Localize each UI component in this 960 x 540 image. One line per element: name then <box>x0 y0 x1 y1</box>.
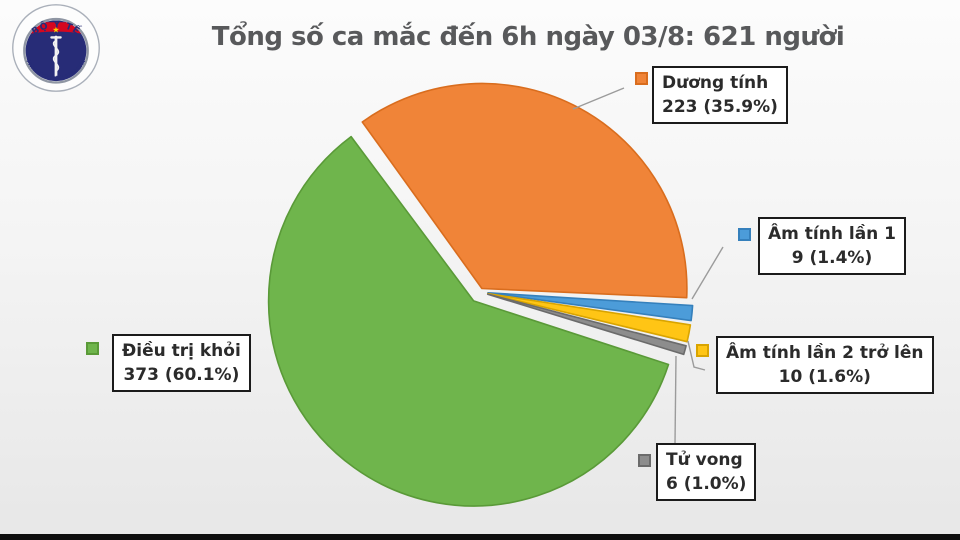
callout-value: 10 (1.6%) <box>778 367 871 388</box>
chart-title: Tổng số ca mắc đến 6h ngày 03/8: 621 ngư… <box>211 22 845 52</box>
callout-value: 6 (1.0%) <box>666 474 747 495</box>
callout-label: Dương tính <box>662 73 769 93</box>
logo-star-icon: ★ <box>52 24 59 34</box>
callout-value: 223 (35.9%) <box>662 97 778 118</box>
callout-duong-tinh: Dương tính 223 (35.9%) <box>652 66 788 125</box>
legend-marker-am-tinh-1 <box>738 228 751 241</box>
callout-label: Điều trị khỏi <box>122 341 241 361</box>
callout-tu-vong: Tử vong 6 (1.0%) <box>656 443 757 502</box>
pie-slice-1 <box>487 292 694 322</box>
pie-slices <box>267 82 694 507</box>
callout-am-tinh-1: Âm tính lần 1 9 (1.4%) <box>758 217 907 276</box>
pie-slice-3 <box>486 293 687 356</box>
legend-marker-dieu-tri-khoi <box>86 342 99 355</box>
callout-dieu-tri-khoi: Điều trị khỏi 373 (60.1%) <box>112 334 251 393</box>
logo-asclepius-staff-icon <box>50 35 62 77</box>
bottom-black-bar <box>0 534 960 540</box>
callout-value: 373 (60.1%) <box>123 365 240 386</box>
callout-label: Âm tính lần 1 <box>768 224 897 244</box>
leader-line-am-tinh-1 <box>691 246 724 300</box>
callout-label: Âm tính lần 2 trở lên <box>726 343 924 363</box>
svg-text:BỘ Y TẾ: BỘ Y TẾ <box>30 19 83 37</box>
callout-label: Tử vong <box>666 450 743 470</box>
logo-inner-disc: ★ <box>25 20 87 82</box>
leader-lines <box>572 87 724 445</box>
pie-slice-2 <box>487 292 692 343</box>
leader-line-am-tinh-2 <box>687 340 706 371</box>
pie-slice-0 <box>361 82 688 299</box>
callout-am-tinh-2: Âm tính lần 2 trở lên 10 (1.6%) <box>716 336 934 395</box>
logo-silver-ring <box>23 17 89 84</box>
ministry-of-health-logo: ★ BỘ Y TẾ MINISTRY OF HEALTH <box>12 4 100 92</box>
pie-slice-4 <box>267 135 670 507</box>
callout-value: 9 (1.4%) <box>791 248 873 269</box>
leader-line-tu-vong <box>674 355 677 445</box>
legend-marker-am-tinh-2 <box>696 344 709 357</box>
logo-top-text: BỘ Y TẾ <box>30 19 82 37</box>
legend-marker-duong-tinh <box>635 72 648 85</box>
legend-marker-tu-vong <box>638 454 651 467</box>
logo-red-band <box>25 22 87 36</box>
leader-line-duong-tinh <box>572 87 625 110</box>
